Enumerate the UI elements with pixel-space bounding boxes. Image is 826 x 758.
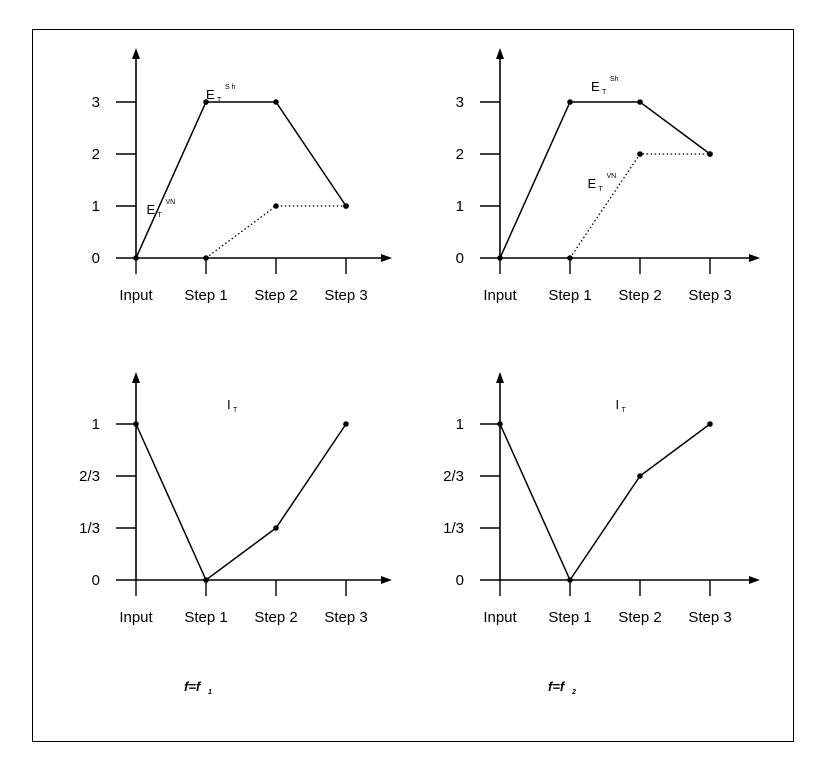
x-tick-label: Step 2 <box>254 287 297 304</box>
x-axis-arrow <box>749 254 760 262</box>
series-label: I <box>227 397 231 412</box>
series-line <box>205 205 346 259</box>
x-axis-arrow <box>381 254 392 262</box>
series-line <box>135 101 347 259</box>
series-line <box>569 153 710 259</box>
y-tick-label: 2 <box>456 146 464 163</box>
y-tick-label: 1/3 <box>79 520 100 537</box>
data-point <box>497 421 503 427</box>
y-axis-arrow <box>132 48 140 59</box>
series-label-subscript: T <box>602 89 607 96</box>
data-point <box>567 577 573 583</box>
data-point <box>343 203 349 209</box>
chart-panel-3: 0 1/3 2/3 1 Input Step 1 Step 2 Step 3 I Tf=f 1 <box>79 372 392 696</box>
data-point <box>133 421 139 427</box>
data-point <box>203 99 209 105</box>
chart-panel-4: 0 1/3 2/3 1 Input Step 1 Step 2 Step 3 I Tf=f 2 <box>443 372 760 696</box>
series-label: I <box>616 397 620 412</box>
data-point <box>707 151 713 157</box>
x-tick-label: Step 3 <box>324 609 367 626</box>
chart-caption-subscript: 2 <box>571 689 576 696</box>
x-tick-label: Step 2 <box>254 609 297 626</box>
y-tick-label: 1 <box>92 198 100 215</box>
series-line <box>499 423 711 582</box>
data-point <box>203 577 209 583</box>
y-tick-label: 2/3 <box>443 468 464 485</box>
y-tick-label: 0 <box>92 572 100 589</box>
y-tick-label: 1/3 <box>443 520 464 537</box>
data-point <box>273 99 279 105</box>
x-tick-label: Input <box>119 287 153 304</box>
data-point <box>637 99 643 105</box>
y-tick-label: 0 <box>456 250 464 267</box>
chart-caption: f=f <box>184 679 202 694</box>
x-tick-label: Input <box>119 609 153 626</box>
series-label-superscript: VN <box>166 199 176 206</box>
series-label: E <box>591 79 600 94</box>
data-point <box>637 151 643 157</box>
y-tick-label: 0 <box>456 572 464 589</box>
y-tick-label: 3 <box>456 94 464 111</box>
series-label-superscript: VN <box>607 173 617 180</box>
data-point <box>497 255 503 261</box>
x-tick-label: Step 1 <box>548 609 591 626</box>
data-point <box>273 525 279 531</box>
x-tick-label: Step 1 <box>184 287 227 304</box>
series-label: E <box>588 176 597 191</box>
series-label-subscript: T <box>599 186 604 193</box>
series-line <box>135 423 347 582</box>
series-label: E <box>206 87 215 102</box>
y-tick-label: 0 <box>92 250 100 267</box>
x-tick-label: Input <box>483 609 517 626</box>
data-point <box>273 203 279 209</box>
y-axis-arrow <box>496 372 504 383</box>
y-axis-arrow <box>496 48 504 59</box>
data-point <box>637 473 643 479</box>
x-axis-arrow <box>381 576 392 584</box>
series-line <box>499 101 711 259</box>
x-tick-label: Step 3 <box>688 609 731 626</box>
data-point <box>203 255 209 261</box>
x-tick-label: Step 1 <box>548 287 591 304</box>
chart-caption-subscript: 1 <box>208 689 212 696</box>
y-tick-label: 1 <box>456 416 464 433</box>
data-point <box>707 421 713 427</box>
x-tick-label: Step 1 <box>184 609 227 626</box>
chart-caption: f=f <box>548 679 566 694</box>
data-point <box>567 99 573 105</box>
series-label-superscript: S h <box>225 84 236 91</box>
x-tick-label: Step 2 <box>618 287 661 304</box>
y-tick-label: 2/3 <box>79 468 100 485</box>
y-tick-label: 3 <box>92 94 100 111</box>
y-axis-arrow <box>132 372 140 383</box>
figure-frame <box>32 29 794 742</box>
series-label: E <box>147 202 156 217</box>
x-tick-label: Input <box>483 287 517 304</box>
x-tick-label: Step 3 <box>324 287 367 304</box>
y-tick-label: 1 <box>92 416 100 433</box>
series-label-subscript: T <box>158 212 163 219</box>
data-point <box>567 255 573 261</box>
y-tick-label: 1 <box>456 198 464 215</box>
data-point <box>133 255 139 261</box>
x-axis-arrow <box>749 576 760 584</box>
x-tick-label: Step 3 <box>688 287 731 304</box>
x-tick-label: Step 2 <box>618 609 661 626</box>
series-label-superscript: Sh <box>610 76 619 83</box>
series-label-subscript: T <box>622 407 627 414</box>
y-tick-label: 2 <box>92 146 100 163</box>
series-label-subscript: T <box>217 97 222 104</box>
series-label-subscript: T <box>233 407 238 414</box>
data-point <box>343 421 349 427</box>
